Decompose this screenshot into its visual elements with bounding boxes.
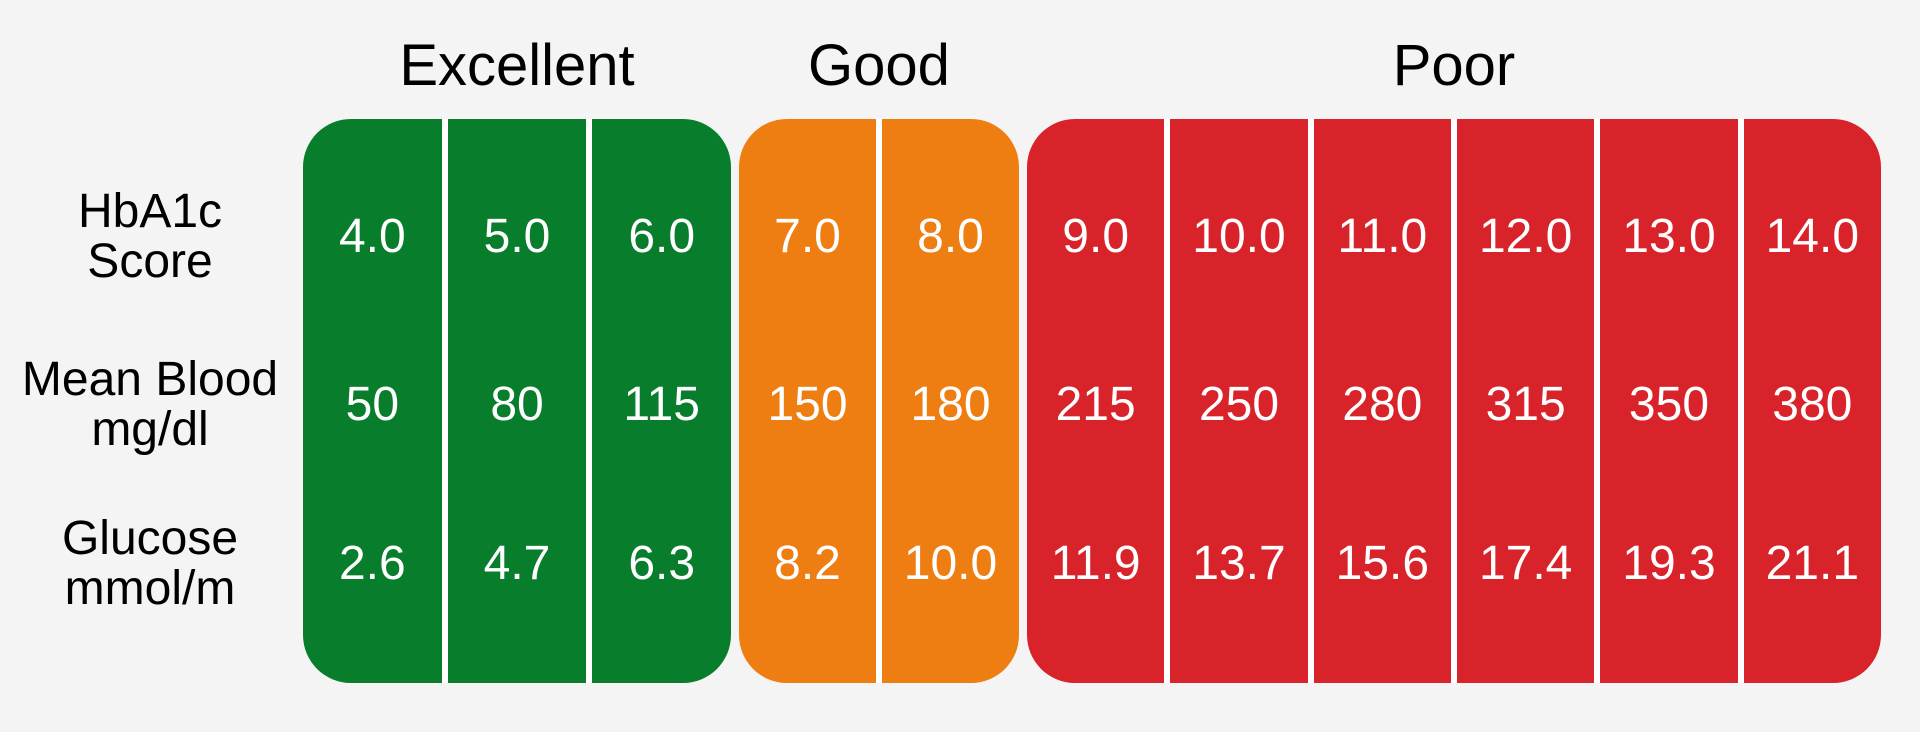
column-11.0: 11.0 280 15.6 — [1313, 119, 1451, 683]
cell-value-glucose: 21.1 — [1765, 537, 1860, 590]
cell-value-glucose: 17.4 — [1478, 537, 1573, 590]
cell-value-mean-blood: 80 — [490, 378, 544, 431]
column-12.0: 12.0 315 17.4 — [1456, 119, 1595, 683]
cell-value-glucose: 13.7 — [1192, 537, 1286, 590]
column-14.0: 14.0 380 21.1 — [1743, 119, 1881, 683]
cell-value-hba1c: 6.0 — [628, 210, 696, 263]
cell-value-hba1c: 7.0 — [774, 210, 841, 263]
column-8.0: 8.0 180 10.0 — [882, 119, 1019, 683]
cell-value-hba1c: 8.0 — [917, 210, 984, 263]
cell-value-hba1c: 10.0 — [1192, 210, 1286, 263]
cell-value-glucose: 15.6 — [1335, 537, 1430, 590]
cell-value-hba1c: 4.0 — [338, 210, 406, 263]
column-10.0: 10.0 250 13.7 — [1170, 119, 1308, 683]
cell-value-mean-blood: 380 — [1772, 378, 1853, 431]
row-label-hba1c-score: HbA1c Score — [0, 187, 300, 287]
cell-value-hba1c: 5.0 — [483, 210, 551, 263]
column-group-header-poor: Poor — [1392, 33, 1516, 98]
column-group-header-good: Good — [808, 33, 950, 98]
cell-value-glucose: 8.2 — [774, 537, 841, 590]
cell-value-mean-blood: 280 — [1342, 378, 1423, 431]
row-label-line: Glucose — [61, 512, 239, 565]
cell-value-glucose: 11.9 — [1050, 537, 1141, 590]
cell-value-mean-blood: 250 — [1198, 378, 1280, 431]
column-6.0: 6.0 115 6.3 — [592, 119, 731, 683]
cell-value-mean-blood: 315 — [1485, 378, 1566, 431]
cell-value-hba1c: 13.0 — [1622, 210, 1716, 263]
cell-value-mean-blood: 215 — [1055, 378, 1136, 431]
cell-value-glucose: 10.0 — [903, 537, 998, 590]
cell-value-glucose: 4.7 — [483, 537, 551, 590]
cell-value-glucose: 6.3 — [628, 537, 696, 590]
cell-value-hba1c: 14.0 — [1765, 210, 1860, 263]
column-13.0: 13.0 350 19.3 — [1600, 119, 1738, 683]
row-label-line: Mean Blood — [21, 353, 279, 406]
row-label-glucose: Glucose mmol/m — [0, 514, 300, 614]
cell-value-mean-blood: 50 — [345, 378, 400, 431]
column-9.0: 9.0 215 11.9 — [1027, 119, 1165, 683]
column-4.0: 4.0 50 2.6 — [303, 119, 442, 683]
cell-value-mean-blood: 350 — [1628, 378, 1710, 431]
row-label-mean-blood: Mean Blood mg/dl — [0, 355, 300, 455]
cell-value-mean-blood: 115 — [623, 378, 700, 431]
cell-value-mean-blood: 180 — [910, 378, 991, 431]
cell-value-hba1c: 11.0 — [1337, 210, 1428, 263]
row-label-line: mg/dl — [91, 403, 209, 456]
cell-value-hba1c: 9.0 — [1062, 210, 1130, 263]
cell-value-glucose: 2.6 — [338, 537, 406, 590]
row-label-line: HbA1c — [77, 185, 223, 238]
column-7.0: 7.0 150 8.2 — [739, 119, 876, 683]
column-5.0: 5.0 80 4.7 — [447, 119, 587, 683]
cell-value-glucose: 19.3 — [1622, 537, 1716, 590]
column-group-header-excellent: Excellent — [399, 33, 635, 98]
group-good: 7.0 150 8.2 8.0 180 10.0 — [739, 119, 1019, 683]
row-label-line: Score — [87, 235, 213, 288]
group-poor: 9.0 215 11.9 10.0 250 13.7 11.0 280 15.6… — [1027, 119, 1881, 683]
cell-value-mean-blood: 150 — [767, 378, 848, 431]
group-excellent: 4.0 50 2.6 5.0 80 4.7 6.0 115 6.3 — [303, 119, 731, 683]
cell-value-hba1c: 12.0 — [1478, 210, 1573, 263]
row-label-line: mmol/m — [64, 562, 236, 615]
